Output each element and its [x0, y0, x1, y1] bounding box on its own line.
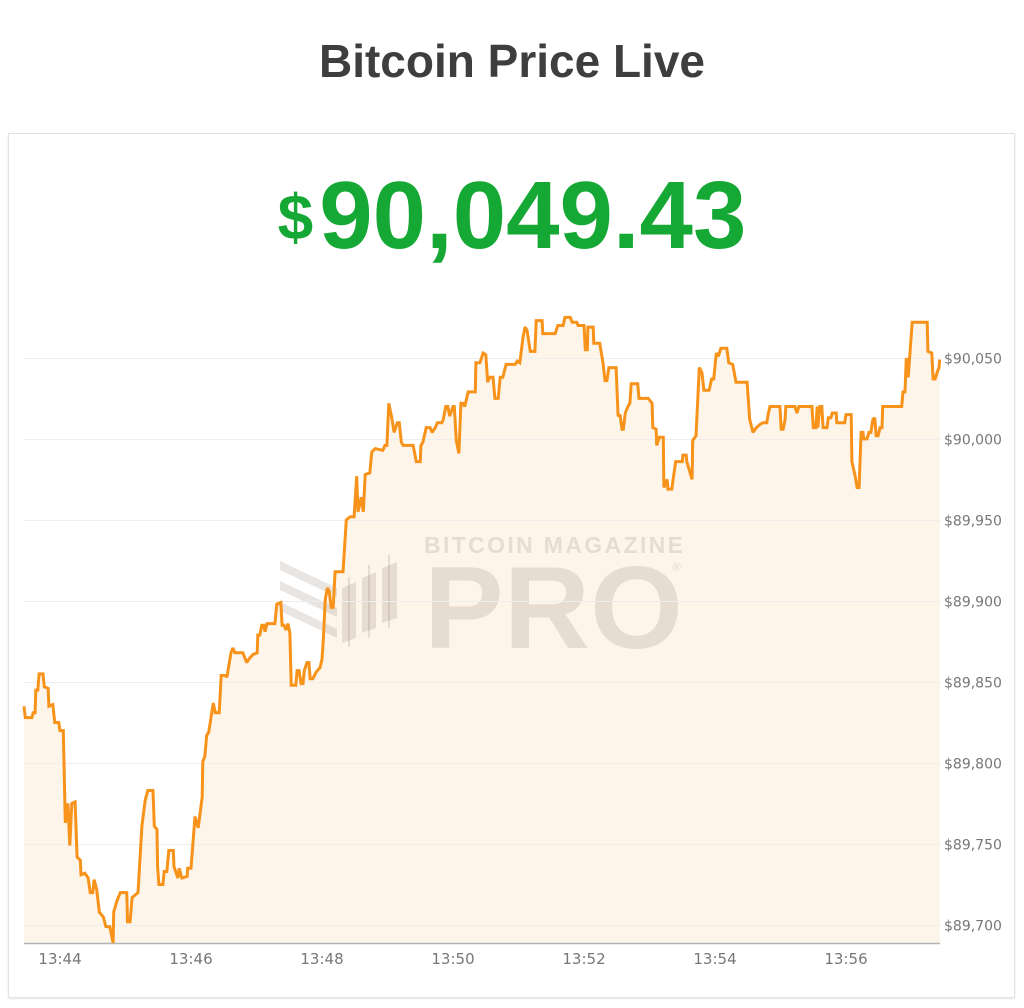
y-tick-label: $89,950 [944, 514, 1002, 530]
x-tick-label: 13:52 [562, 950, 605, 968]
y-tick-label: $89,850 [944, 676, 1002, 692]
x-tick-label: 13:48 [300, 950, 343, 968]
x-tick-label: 13:56 [824, 950, 867, 968]
price-value: 90,049.43 [319, 162, 747, 269]
y-tick-label: $89,800 [944, 757, 1002, 773]
y-tick-label: $89,900 [944, 595, 1002, 611]
watermark-line1: BITCOIN MAGAZINE [424, 532, 683, 558]
price-line [22, 315, 942, 944]
watermark-line2: PRO [424, 542, 683, 673]
y-axis-labels: $90,050 $90,000 $89,950 $89,900 $89,850 $89,8… [944, 352, 1002, 935]
y-tick-label: $90,000 [944, 433, 1002, 449]
price-area-fill [24, 317, 940, 943]
y-tick-label: $89,700 [944, 919, 1002, 935]
x-tick-label: 13:50 [431, 950, 474, 968]
x-axis-labels: 13:44 13:46 13:48 13:50 13:52 13:54 13:56 [38, 950, 867, 968]
watermark-registered-mark: ® [672, 560, 681, 574]
x-tick-label: 13:44 [38, 950, 81, 968]
y-tick-label: $89,750 [944, 838, 1002, 854]
chart-plot-area[interactable] [24, 290, 940, 943]
current-price: $90,049.43 [0, 168, 1024, 274]
x-tick-label: 13:46 [169, 950, 212, 968]
currency-symbol: $ [277, 181, 314, 253]
x-tick-label: 13:54 [693, 950, 736, 968]
area-fill [24, 317, 940, 943]
page-title: Bitcoin Price Live [318, 35, 705, 87]
price-line-path [22, 315, 942, 944]
y-tick-label: $90,050 [944, 352, 1002, 368]
